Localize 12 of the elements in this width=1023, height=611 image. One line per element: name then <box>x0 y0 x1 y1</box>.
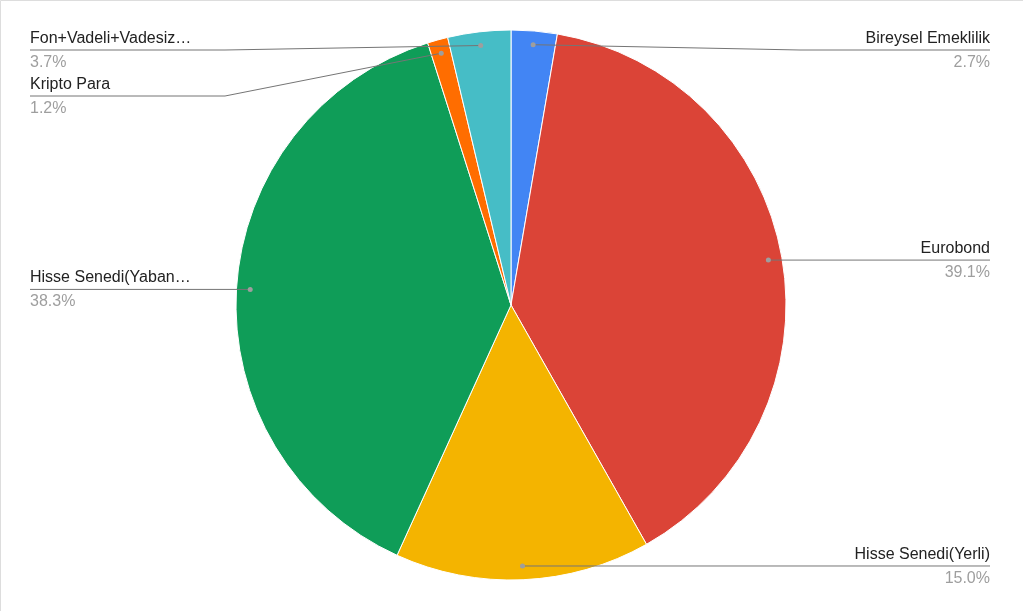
slice-label: Hisse Senedi(Yaban… <box>30 268 191 286</box>
data-label: 2.7% <box>953 53 990 70</box>
data-label: 39.1% <box>944 263 990 281</box>
slice-label: Eurobond <box>920 239 990 257</box>
slice-label: Kripto Para <box>30 75 111 92</box>
data-label: 15.0% <box>944 569 990 586</box>
data-label: 1.2% <box>30 99 67 116</box>
data-label: 38.3% <box>30 292 76 310</box>
slice-label: Bireysel Emeklilik <box>865 29 991 46</box>
slice-label: Hisse Senedi(Yerli) <box>854 545 990 562</box>
data-label: 3.7% <box>30 53 67 70</box>
slice-label: Fon+Vadeli+Vadesiz… <box>30 29 192 46</box>
